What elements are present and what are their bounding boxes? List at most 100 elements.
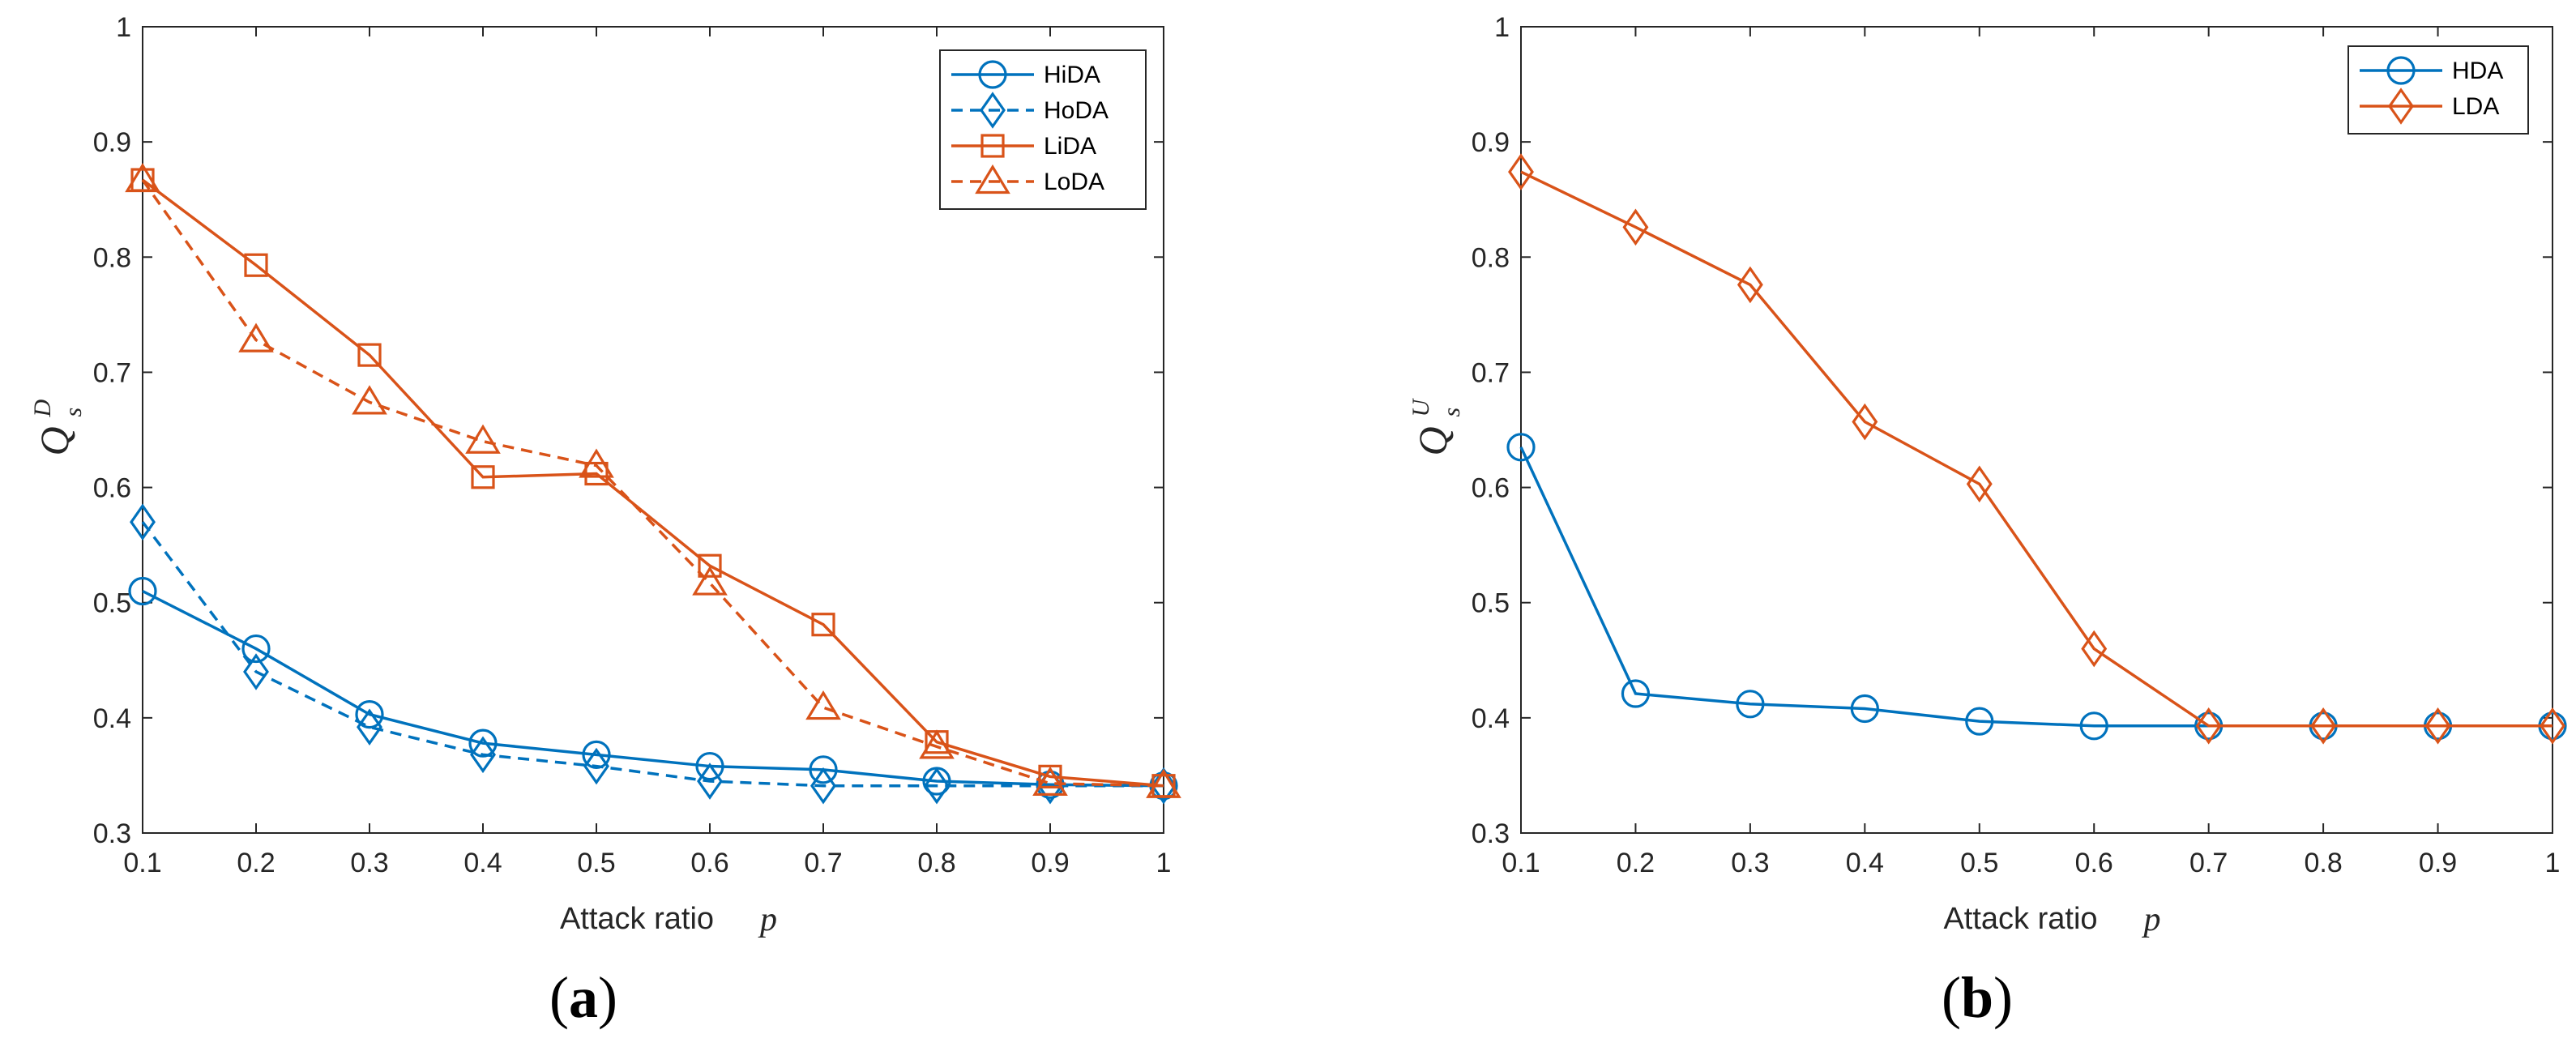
data-point-HDA xyxy=(1850,694,1879,724)
data-point-LoDA xyxy=(125,162,160,193)
x-tick-label: 1 xyxy=(1156,848,1172,878)
y-axis-label-superscript: D xyxy=(29,399,56,418)
data-point-LoDA xyxy=(1146,768,1181,798)
data-point-LDA xyxy=(2195,707,2222,745)
data-point-LiDA xyxy=(471,465,495,489)
x-tick-label: 1 xyxy=(2545,848,2561,878)
y-axis-label-main: Q xyxy=(32,426,77,455)
x-tick-label: 0.3 xyxy=(1731,848,1769,878)
data-point-HDA xyxy=(1621,679,1651,708)
x-tick-label: 0.9 xyxy=(1031,848,1069,878)
x-axis-label: Attack ratio xyxy=(1943,902,2097,936)
y-tick-label: 0.4 xyxy=(1472,703,1510,734)
x-tick-label: 0.8 xyxy=(2304,848,2342,878)
data-point-LoDA xyxy=(1032,766,1068,796)
legend-box xyxy=(2347,45,2529,135)
y-tick-label: 0.5 xyxy=(1472,588,1510,619)
legend-marker-HoDA xyxy=(980,92,1006,129)
series-LDA xyxy=(1508,153,2565,745)
data-point-LoDA xyxy=(352,385,387,415)
data-point-HoDA xyxy=(357,708,382,746)
legend: HDA LDA xyxy=(2347,45,2529,135)
series-line-LDA xyxy=(1520,170,2553,728)
y-tick-label: 0.7 xyxy=(93,357,131,388)
x-tick-label: 0.3 xyxy=(350,848,388,878)
data-point-HiDA xyxy=(582,740,611,769)
series-line-HoDA xyxy=(141,521,1164,788)
x-tick-label: 0.4 xyxy=(464,848,502,878)
legend-label-LDA: LDA xyxy=(2452,93,2499,120)
y-tick-label: 0.6 xyxy=(93,473,131,504)
y-axis-label-superscript: U xyxy=(1408,398,1434,417)
data-point-LiDA xyxy=(357,343,382,367)
data-point-LDA xyxy=(1737,266,1763,304)
y-axis-label-main: Q xyxy=(1410,426,1455,455)
data-point-HDA xyxy=(2079,711,2108,741)
data-point-LoDA xyxy=(238,323,274,352)
data-point-HoDA xyxy=(243,653,269,690)
x-tick-label: 0.2 xyxy=(237,848,275,878)
y-tick-label: 0.8 xyxy=(93,242,131,273)
x-tick-label: 0.9 xyxy=(2419,848,2457,878)
x-tick-label: 0.5 xyxy=(577,848,615,878)
data-point-HiDA xyxy=(241,634,271,664)
data-point-HiDA xyxy=(809,755,838,784)
legend-marker-LiDA xyxy=(980,134,1005,158)
data-point-LiDA xyxy=(698,553,722,578)
plot-area-box xyxy=(142,26,1164,834)
data-point-LoDA xyxy=(805,690,841,720)
data-point-HoDA xyxy=(924,767,950,805)
data-point-LiDA xyxy=(584,461,609,486)
series-line-LiDA xyxy=(141,178,1164,788)
data-point-LiDA xyxy=(1038,764,1062,788)
data-point-LiDA xyxy=(811,613,835,637)
data-point-LDA xyxy=(1966,465,1993,503)
y-tick-label: 0.9 xyxy=(93,127,131,158)
legend-marker-HiDA xyxy=(978,60,1007,89)
x-tick-label: 0.2 xyxy=(1617,848,1655,878)
data-point-HiDA xyxy=(128,576,157,606)
y-tick-label: 0.9 xyxy=(1472,127,1510,158)
x-tick-label: 0.7 xyxy=(2189,848,2228,878)
x-tick-label: 0.5 xyxy=(1960,848,1998,878)
legend-marker-LDA xyxy=(2388,88,2414,125)
y-axis-label: QU s xyxy=(1408,398,1465,456)
series-line-LoDA xyxy=(141,179,1164,788)
series-line-HDA xyxy=(1519,446,2553,728)
data-point-LDA xyxy=(2310,707,2337,745)
y-tick-label: 0.3 xyxy=(93,818,131,849)
data-point-HoDA xyxy=(697,763,723,800)
legend-label-LiDA: LiDA xyxy=(1044,133,1096,160)
data-point-LDA xyxy=(1508,153,1534,190)
data-point-LDA xyxy=(1852,403,1878,441)
data-point-LDA xyxy=(2081,630,2108,668)
series-LiDA xyxy=(130,168,1176,798)
x-axis: 0.1 0.2 0.3 0.4 0.5 0.6 0.7 0.8 0.9 1 xyxy=(123,27,1171,878)
legend-marker-HDA xyxy=(2386,56,2416,85)
legend-label-HiDA: HiDA xyxy=(1044,62,1100,88)
legend-marker-LoDA xyxy=(975,164,1010,194)
panel-label: (b) xyxy=(1942,965,2013,1030)
y-axis-label-subscript: s xyxy=(1438,408,1465,417)
legend-label-HDA: HDA xyxy=(2452,58,2503,84)
x-tick-label: 0.1 xyxy=(1502,848,1540,878)
data-point-LDA xyxy=(1622,208,1649,246)
y-tick-label: 0.4 xyxy=(93,703,131,734)
data-point-LoDA xyxy=(465,424,501,454)
x-axis-variable: p xyxy=(2142,901,2161,938)
x-tick-label: 0.8 xyxy=(917,848,955,878)
x-axis-variable: p xyxy=(758,901,777,938)
y-tick-label: 0.5 xyxy=(93,588,131,619)
x-tick-label: 0.7 xyxy=(804,848,842,878)
series-HiDA xyxy=(128,576,1178,801)
data-point-HoDA xyxy=(130,503,156,541)
x-tick-label: 0.4 xyxy=(1846,848,1884,878)
data-point-HoDA xyxy=(810,767,836,805)
y-tick-label: 0.3 xyxy=(1472,818,1510,849)
data-point-HDA xyxy=(1965,707,1994,736)
y-axis: 0.3 0.4 0.5 0.6 0.7 0.8 0.9 1 xyxy=(93,12,1164,849)
y-tick-label: 1 xyxy=(1494,12,1510,43)
series-HoDA xyxy=(130,503,1177,805)
legend-label-HoDA: HoDA xyxy=(1044,97,1109,124)
